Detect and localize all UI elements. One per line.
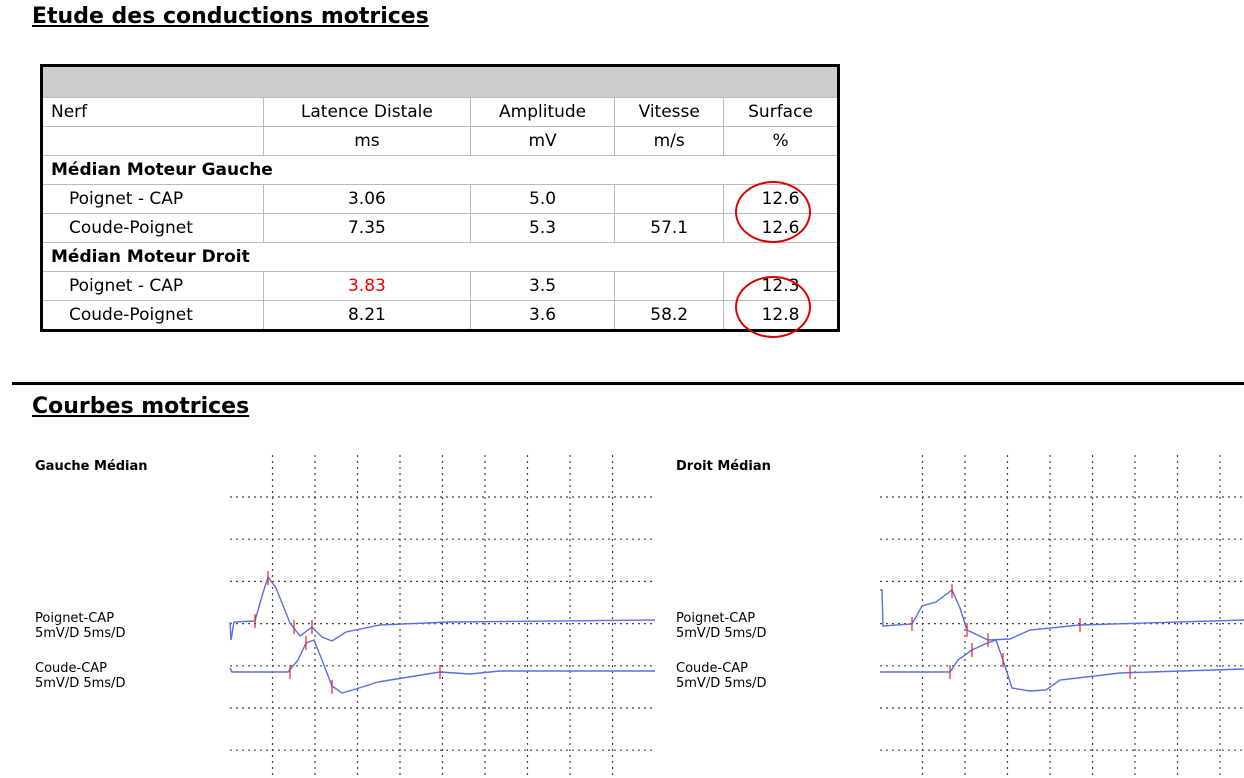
grid xyxy=(230,455,1244,778)
cell: 3.83 xyxy=(263,271,471,301)
unit-cell: ms xyxy=(263,126,471,156)
trace-name: Coude-CAP xyxy=(676,661,748,676)
highlight-circle xyxy=(735,181,811,243)
trace xyxy=(880,588,1244,641)
row-label: Poignet - CAP xyxy=(41,271,264,301)
highlight-circle xyxy=(735,276,811,338)
group-title: Médian Moteur Droit xyxy=(41,242,839,272)
cell: 8.21 xyxy=(263,300,471,331)
trace-name: Coude-CAP xyxy=(35,661,107,676)
header-cell: Nerf xyxy=(41,97,264,127)
row-label: Coude-Poignet xyxy=(41,213,264,243)
section-title: Courbes motrices xyxy=(32,394,250,419)
trace-scale: 5mV/D 5ms/D xyxy=(676,676,766,691)
cell: 57.1 xyxy=(614,213,725,243)
cell: 58.2 xyxy=(614,300,725,331)
trace-scale: 5mV/D 5ms/D xyxy=(676,626,766,641)
unit-cell: m/s xyxy=(614,126,725,156)
cell: 3.06 xyxy=(263,184,471,214)
conduction-table: Nerf Latence Distale Amplitude Vitesse Surfa… xyxy=(40,64,840,332)
header-cell: Latence Distale xyxy=(263,97,471,127)
divider xyxy=(12,382,1244,385)
trace-name: Poignet-CAP xyxy=(676,611,755,626)
panel-title: Gauche Médian xyxy=(35,459,148,474)
cell: 5.3 xyxy=(469,213,616,243)
trace xyxy=(229,575,656,642)
row-label: Coude-Poignet xyxy=(41,300,264,331)
markers xyxy=(254,571,1131,694)
trace-scale: 5mV/D 5ms/D xyxy=(35,676,125,691)
section-title: Etude des conductions motrices xyxy=(32,4,429,29)
unit-cell: mV xyxy=(469,126,616,156)
panel-title: Droit Médian xyxy=(676,459,771,474)
header-cell: Surface xyxy=(723,97,839,127)
cell: 7.35 xyxy=(263,213,471,243)
trace-scale: 5mV/D 5ms/D xyxy=(35,626,125,641)
group-title: Médian Moteur Gauche xyxy=(41,155,839,185)
cell: 3.6 xyxy=(469,300,616,331)
trace-name: Poignet-CAP xyxy=(35,611,114,626)
